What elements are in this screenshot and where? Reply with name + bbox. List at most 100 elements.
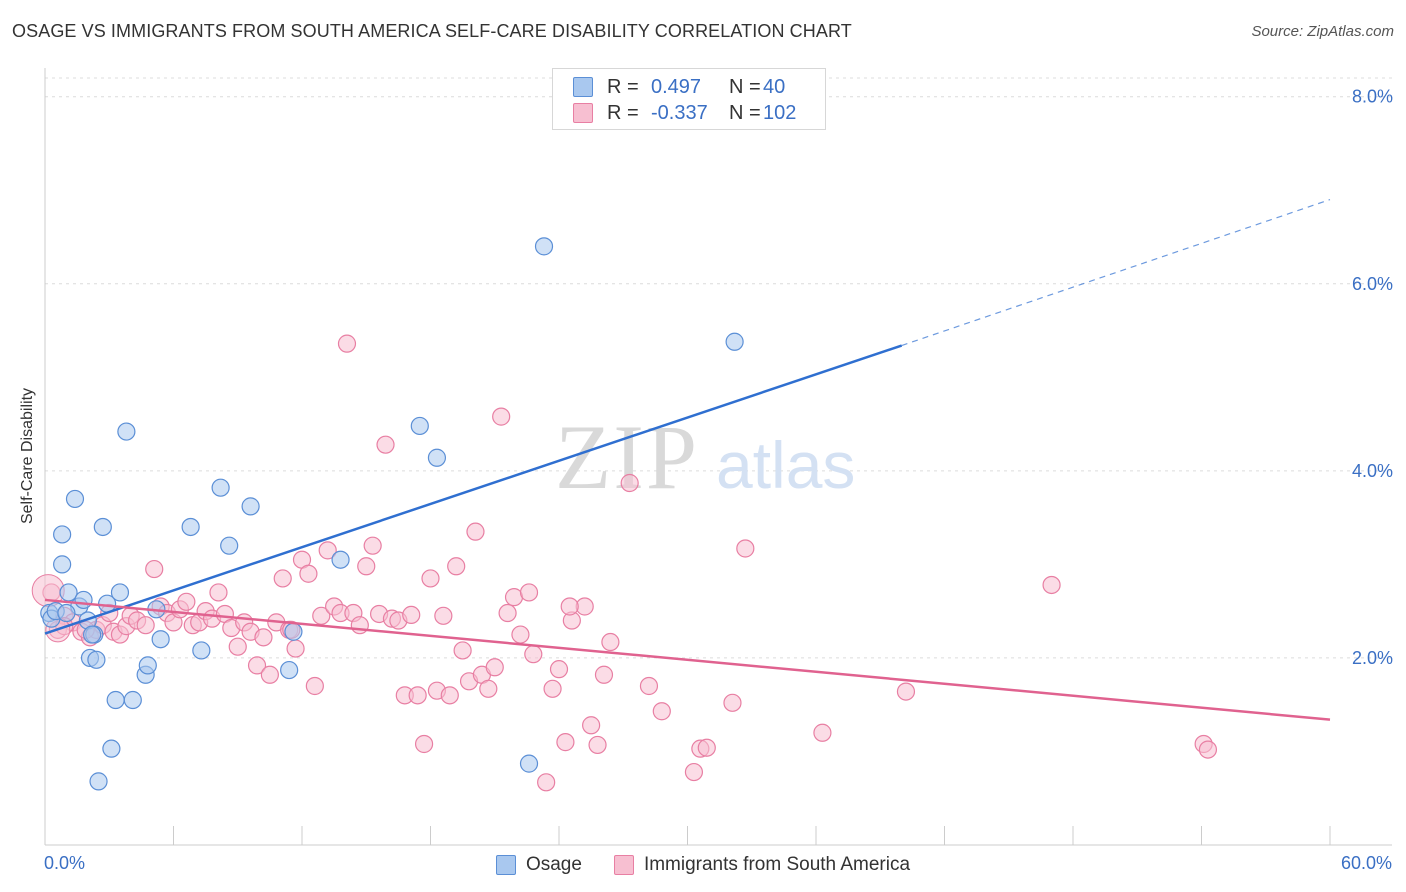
osage-point	[59, 583, 78, 602]
osage-point	[534, 237, 554, 256]
osage-trend-line	[44, 344, 903, 635]
osage-point	[106, 690, 125, 710]
watermark-atlas: atlas	[716, 428, 855, 502]
immigrants-point	[273, 569, 292, 588]
osage-point	[65, 489, 85, 509]
legend-r-value-immigrants: -0.337	[651, 101, 708, 124]
immigrants-point	[549, 660, 569, 679]
osage-point	[123, 690, 142, 710]
series-legend: Osage Immigrants from South America	[0, 852, 1406, 878]
osage-point	[192, 641, 211, 660]
osage-point	[53, 555, 72, 574]
series-legend-swatch-osage	[495, 855, 516, 875]
immigrants-point	[524, 645, 543, 664]
y-tick-labels: 2.0% 4.0% 6.0% 8.0%	[1352, 87, 1393, 668]
trend-lines	[44, 199, 1331, 721]
source-label: Source: ZipAtlas.com	[1251, 23, 1394, 40]
immigrants-point	[492, 407, 511, 426]
osage-point	[220, 536, 239, 555]
osage-point	[57, 603, 76, 623]
series-legend-swatch-immigrants	[613, 855, 634, 875]
grid-lines	[45, 77, 1392, 659]
series-legend-osage[interactable]: Osage	[495, 854, 582, 876]
immigrants-point	[601, 632, 620, 652]
immigrants-point	[145, 559, 164, 579]
legend-r-label: R =	[607, 75, 639, 98]
immigrants-point	[652, 702, 671, 721]
osage-points	[40, 237, 744, 791]
immigrants-point	[582, 716, 601, 735]
immigrants-point	[260, 665, 279, 684]
osage-point	[181, 517, 200, 537]
immigrants-point	[697, 738, 716, 757]
osage-point	[138, 656, 157, 675]
immigrants-point	[723, 693, 742, 712]
immigrants-point	[813, 723, 832, 742]
osage-trend-extension	[901, 199, 1331, 347]
immigrants-point	[440, 686, 459, 705]
osage-point	[89, 772, 108, 791]
immigrants-point	[556, 733, 575, 752]
immigrants-point	[228, 637, 247, 656]
immigrants-point	[421, 569, 440, 588]
immigrants-point	[519, 583, 539, 602]
immigrants-point	[318, 541, 337, 560]
immigrants-trend-line	[44, 598, 1331, 721]
immigrants-point	[543, 679, 562, 698]
legend-row-immigrants: R = -0.337 N = 102	[573, 100, 796, 126]
immigrants-point	[299, 564, 318, 583]
immigrants-point	[402, 605, 421, 625]
osage-point	[151, 630, 170, 649]
legend-swatch-immigrants	[573, 103, 593, 123]
immigrants-point	[498, 603, 517, 623]
immigrants-point	[594, 665, 614, 684]
immigrants-point	[286, 639, 305, 658]
immigrants-point	[337, 334, 357, 353]
legend-r-value-osage: 0.497	[651, 75, 702, 98]
osage-point	[93, 517, 112, 537]
series-legend-label-osage: Osage	[525, 854, 582, 875]
series-legend-immigrants[interactable]: Immigrants from South America	[613, 854, 910, 876]
immigrants-point	[537, 773, 556, 792]
immigrants-point	[434, 606, 453, 625]
immigrants-point	[177, 592, 196, 611]
immigrants-point	[466, 522, 485, 541]
immigrants-point	[639, 676, 659, 696]
immigrants-point	[485, 658, 504, 677]
immigrants-point	[254, 628, 273, 647]
immigrants-point	[414, 734, 434, 754]
legend-swatch-osage	[573, 77, 593, 97]
immigrants-point	[504, 588, 524, 607]
osage-point	[117, 422, 136, 441]
osage-point	[519, 754, 539, 773]
immigrants-point	[479, 679, 498, 698]
osage-point	[83, 625, 102, 644]
y-tick-label: 6.0%	[1352, 274, 1393, 294]
osage-point	[427, 448, 447, 467]
y-tick-label: 2.0%	[1352, 648, 1393, 668]
osage-point	[74, 590, 93, 610]
immigrants-point	[1042, 575, 1061, 595]
immigrants-point	[312, 606, 331, 625]
immigrants-point	[305, 676, 324, 696]
immigrants-point	[247, 656, 267, 675]
osage-point	[241, 497, 260, 516]
osage-point	[410, 416, 429, 436]
immigrants-point	[447, 557, 466, 576]
osage-point	[102, 739, 121, 758]
legend-n-label: N =	[729, 75, 761, 98]
legend-n-label: N =	[729, 101, 761, 124]
osage-point	[284, 622, 303, 641]
immigrants-point	[1198, 740, 1218, 759]
immigrants-point	[684, 762, 704, 782]
x-tick-label-min: 0.0%	[44, 853, 86, 873]
osage-point	[331, 550, 350, 569]
osage-point	[87, 650, 106, 669]
osage-point	[53, 525, 72, 544]
osage-point	[110, 583, 130, 602]
osage-point	[211, 478, 230, 497]
watermark: ZIP atlas	[555, 406, 855, 508]
immigrants-point	[560, 597, 579, 616]
immigrants-point	[453, 641, 472, 660]
